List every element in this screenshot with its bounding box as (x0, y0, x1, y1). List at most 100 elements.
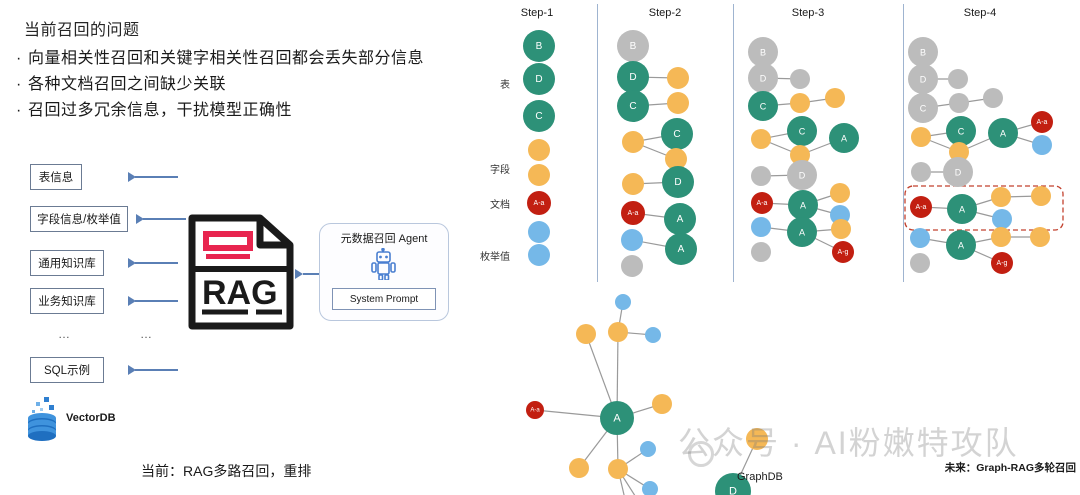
graphdb-node[interactable] (645, 327, 661, 343)
left-caption: 当前：RAG多路召回，重排 (141, 463, 312, 479)
source-box-3[interactable]: 通用知识库 (30, 250, 104, 276)
step4-node[interactable] (992, 209, 1012, 229)
step1-node[interactable] (528, 139, 550, 161)
step4-node[interactable] (991, 187, 1011, 207)
step1-node[interactable] (523, 63, 555, 95)
step3-node[interactable] (751, 166, 771, 186)
step4-node[interactable] (991, 252, 1013, 274)
graphdb-node[interactable] (652, 394, 672, 414)
step3-node[interactable] (790, 93, 810, 113)
step3-node[interactable] (787, 116, 817, 146)
graphdb-node[interactable] (642, 481, 658, 495)
step4-node[interactable] (908, 64, 938, 94)
graphdb-node[interactable] (600, 401, 634, 435)
step3-node[interactable] (790, 145, 810, 165)
step4-node[interactable] (910, 196, 932, 218)
step3-node-label: A-a (757, 200, 768, 207)
step2-node[interactable] (621, 255, 643, 277)
step4-node[interactable] (949, 142, 969, 162)
graphdb-node[interactable] (608, 459, 628, 479)
source-box-2[interactable]: 字段信息/枚举值 (30, 206, 128, 232)
metadata-agent-card[interactable]: 元数据召回 Agent System Prompt (319, 223, 449, 321)
step4-node[interactable] (947, 194, 977, 224)
step4-node[interactable] (943, 157, 973, 187)
step4-node[interactable] (946, 116, 976, 146)
step4-node[interactable] (1032, 135, 1052, 155)
step3-node[interactable] (787, 160, 817, 190)
system-prompt-box[interactable]: System Prompt (332, 288, 436, 310)
step4-node[interactable] (910, 253, 930, 273)
source-box-1[interactable]: 表信息 (30, 164, 82, 190)
graphdb-node[interactable] (576, 324, 596, 344)
step1-node[interactable] (523, 30, 555, 62)
step2-node[interactable] (617, 90, 649, 122)
step3-node[interactable] (832, 241, 854, 263)
step4-node-label: A-a (916, 204, 927, 211)
step2-node-label: D (629, 72, 636, 83)
step1-node[interactable] (527, 191, 551, 215)
step3-node[interactable] (751, 129, 771, 149)
step3-node[interactable] (790, 69, 810, 89)
step3-node[interactable] (788, 190, 818, 220)
step2-node[interactable] (662, 166, 694, 198)
arrow-line-1 (135, 176, 178, 178)
step1-node[interactable] (528, 244, 550, 266)
step4-node[interactable] (948, 69, 968, 89)
graphdb-node[interactable] (569, 458, 589, 478)
graphdb-node[interactable] (715, 473, 751, 495)
step3-node[interactable] (787, 217, 817, 247)
graphdb-node[interactable] (640, 441, 656, 457)
step2-node[interactable] (621, 229, 643, 251)
step4-node[interactable] (988, 118, 1018, 148)
robot-icon (371, 248, 396, 280)
step2-node[interactable] (617, 61, 649, 93)
step4-node[interactable] (908, 93, 938, 123)
graphdb-node[interactable] (746, 428, 768, 450)
steps-graph: B D C A-a B D C C D A-a A A B D C C A D A-a A A A-g B D C C A A-a D A… (523, 30, 1064, 277)
step2-node[interactable] (665, 148, 687, 170)
step4-node[interactable] (1031, 186, 1051, 206)
step4-node[interactable] (911, 127, 931, 147)
step3-node[interactable] (748, 63, 778, 93)
step3-node[interactable] (825, 88, 845, 108)
step3-node[interactable] (748, 91, 778, 121)
step1-node-label: C (535, 111, 542, 122)
step3-node[interactable] (748, 37, 778, 67)
step3-node[interactable] (831, 219, 851, 239)
graphdb-node[interactable] (608, 322, 628, 342)
graphdb-node[interactable] (526, 401, 544, 419)
step2-node[interactable] (661, 118, 693, 150)
source-box-4[interactable]: 业务知识库 (30, 288, 104, 314)
step2-node[interactable] (667, 92, 689, 114)
rag-document-icon: RAG (186, 212, 296, 332)
step2-node[interactable] (622, 173, 644, 195)
step4-node[interactable] (1030, 227, 1050, 247)
step3-node[interactable] (751, 192, 773, 214)
step3-node[interactable] (751, 217, 771, 237)
step3-node[interactable] (751, 242, 771, 262)
step3-node-label: C (799, 127, 806, 137)
step2-node[interactable] (622, 131, 644, 153)
step4-node[interactable] (911, 162, 931, 182)
step4-node[interactable] (910, 228, 930, 248)
vectordb-group: VectorDB (18, 396, 128, 442)
step4-node[interactable] (908, 37, 938, 67)
step1-node[interactable] (523, 100, 555, 132)
step3-node[interactable] (829, 123, 859, 153)
step4-node[interactable] (946, 230, 976, 260)
step2-node[interactable] (621, 201, 645, 225)
step2-node[interactable] (665, 233, 697, 265)
step2-node[interactable] (667, 67, 689, 89)
source-box-5[interactable]: SQL示例 (30, 357, 104, 383)
step4-node[interactable] (991, 227, 1011, 247)
graphdb-node[interactable] (615, 294, 631, 310)
step4-node[interactable] (983, 88, 1003, 108)
step4-node[interactable] (949, 93, 969, 113)
step1-node[interactable] (528, 221, 550, 243)
step2-node[interactable] (664, 203, 696, 235)
step1-node[interactable] (528, 164, 550, 186)
step3-node[interactable] (830, 183, 850, 203)
step4-node[interactable] (1031, 111, 1053, 133)
step2-node[interactable] (617, 30, 649, 62)
arrow-head-1 (128, 172, 136, 182)
